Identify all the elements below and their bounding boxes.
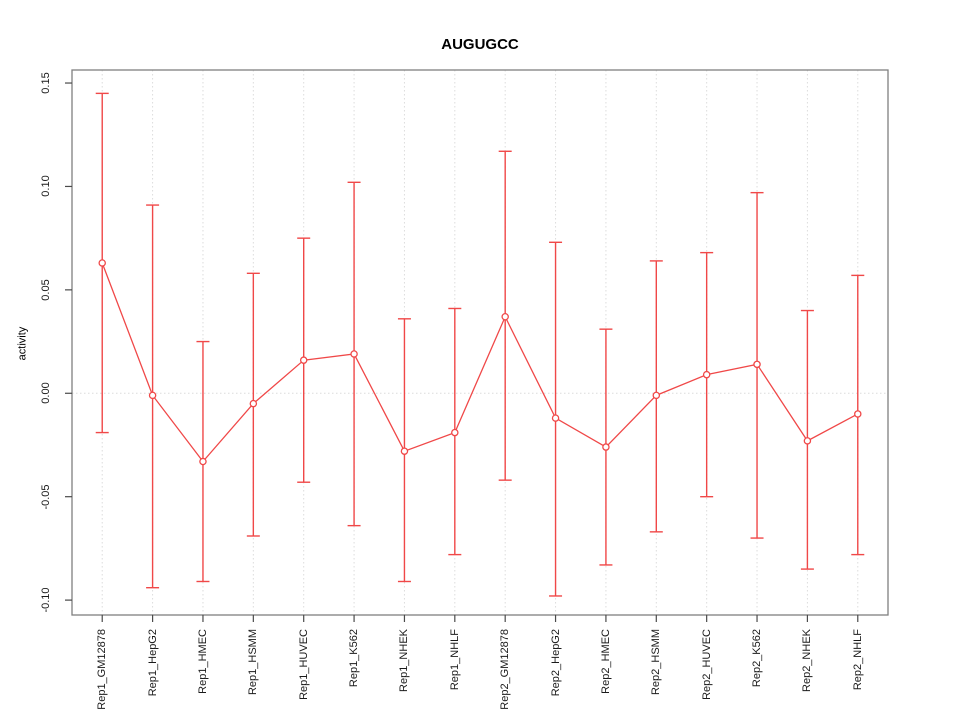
- data-point: [501, 312, 509, 321]
- y-tick-label: -0.10: [40, 587, 52, 613]
- y-tick-label: 0.05: [40, 279, 52, 301]
- x-tick-label: Rep1_HUVEC: [297, 629, 310, 700]
- data-point: [350, 350, 358, 358]
- y-tick-label: 0.10: [40, 175, 52, 198]
- data-point: [753, 360, 761, 369]
- data-point: [602, 443, 610, 451]
- x-tick-label: Rep1_NHEK: [398, 629, 411, 692]
- data-point: [652, 391, 661, 400]
- x-tick-label: Rep1_HepG2: [146, 629, 159, 697]
- x-tick-label: Rep2_GM12878: [499, 629, 512, 710]
- data-point: [803, 437, 812, 445]
- y-tick-label: -0.05: [40, 484, 52, 510]
- data-point: [148, 391, 157, 400]
- x-tick-label: Rep2_NHLF: [851, 629, 864, 691]
- y-axis-label: activity: [16, 326, 29, 361]
- y-tick-label: 0.00: [40, 382, 52, 404]
- x-tick-label: Rep2_NHEK: [801, 629, 814, 692]
- series-line: [101, 262, 859, 463]
- x-tick-label: Rep2_HepG2: [549, 629, 562, 697]
- plot-frame: [71, 69, 889, 616]
- x-tick-label: Rep1_HMEC: [196, 629, 209, 694]
- x-tick-label: Rep2_K562: [751, 629, 764, 688]
- data-point: [551, 414, 560, 422]
- data-point: [199, 457, 207, 466]
- chart-title: AUGUGCC: [441, 36, 519, 53]
- x-tick-label: Rep2_HUVEC: [700, 629, 713, 700]
- x-tick-label: Rep2_HMEC: [599, 629, 612, 694]
- x-tick-label: Rep2_HSMM: [650, 629, 663, 696]
- x-tick-label: Rep1_K562: [348, 629, 361, 688]
- x-tick-label: Rep1_HSMM: [247, 629, 260, 696]
- x-tick-label: Rep1_NHLF: [448, 629, 461, 691]
- x-tick-label: Rep1_GM12878: [96, 629, 109, 710]
- data-point: [702, 370, 711, 379]
- data-point: [98, 259, 106, 267]
- data-point: [299, 356, 308, 364]
- data-point: [249, 399, 258, 408]
- data-point: [854, 410, 862, 418]
- y-tick-label: 0.15: [40, 72, 52, 94]
- data-point: [400, 447, 409, 455]
- data-point: [451, 428, 459, 437]
